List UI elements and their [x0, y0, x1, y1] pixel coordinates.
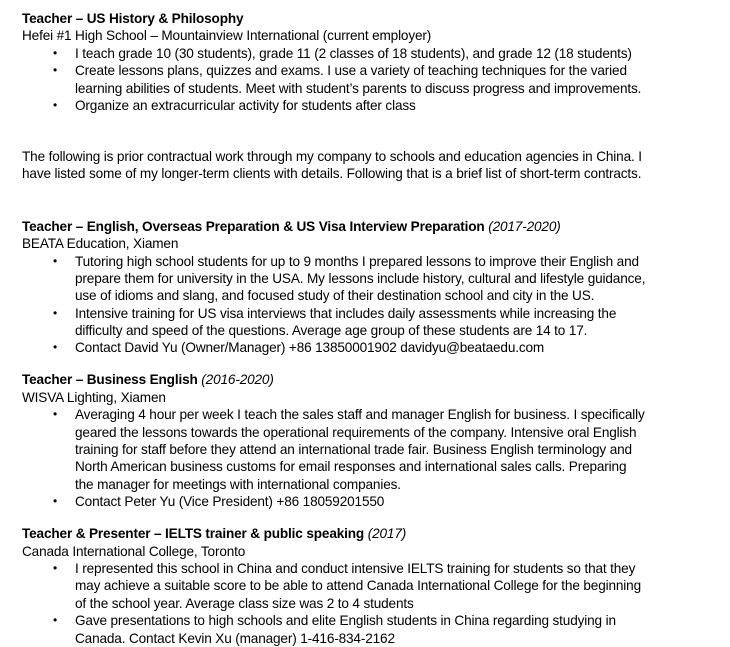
- bullet-item: • Gave presentations to high schools and …: [22, 612, 730, 647]
- bullet-text-line: training for staff before they attend an…: [75, 442, 632, 457]
- job-section: Teacher – English, Overseas Preparation …: [22, 218, 730, 357]
- employer: BEATA Education, Xiamen: [22, 236, 179, 252]
- bullet-icon: •: [53, 97, 58, 112]
- bullet-item: • Averaging 4 hour per week I teach the s…: [22, 406, 730, 493]
- bullet-item: • I represented this school in China and …: [22, 560, 730, 612]
- job-title-text: Teacher – English, Overseas Preparation …: [22, 218, 485, 234]
- bullet-text-line: may achieve a suitable score to be able …: [75, 578, 641, 594]
- employer: Hefei #1 High School – Mountainview Inte…: [22, 28, 432, 44]
- bullet-item: • Organize an extracurricular activity fo…: [22, 97, 730, 114]
- bullet-item: • I teach grade 10 (30 students), grade 1…: [22, 45, 730, 62]
- bullet-list: • Averaging 4 hour per week I teach the s…: [22, 406, 730, 510]
- bullet-text-line: Averaging 4 hour per week I teach the sa…: [75, 407, 645, 423]
- bullet-icon: •: [53, 305, 58, 320]
- bullet-icon: •: [53, 560, 58, 575]
- intro-line: The following is prior contractual work …: [22, 148, 642, 164]
- bullet-text-line: I teach grade 10 (30 students), grade 11…: [75, 45, 632, 61]
- bullet-text-line: Contact Peter Yu (Vice President) +86 18…: [75, 494, 385, 510]
- bullet-text-line: of the school year. Average class size w…: [75, 595, 414, 611]
- bullet-text-line: prepare them for university in the USA. …: [75, 270, 646, 286]
- bullet-text-line: learning abilities of students. Meet wit…: [75, 80, 642, 96]
- job-dates: (2017-2020): [488, 218, 561, 234]
- bullet-list: • I represented this school in China and …: [22, 560, 730, 647]
- intro-paragraph: The following is prior contractual work …: [22, 148, 730, 183]
- bullet-item: • Contact David Yu (Owner/Manager) +86 13…: [22, 339, 730, 356]
- bullet-list: • I teach grade 10 (30 students), grade 1…: [22, 45, 730, 115]
- job-title: Teacher – English, Overseas Preparation …: [22, 218, 730, 235]
- bullet-text-line: Canada. Contact Kevin Xu (manager) 1-416…: [75, 630, 395, 646]
- bullet-text-line: North American business customs for emai…: [75, 459, 627, 475]
- bullet-icon: •: [53, 45, 58, 60]
- bullet-text-line: Intensive training for US visa interview…: [75, 305, 617, 321]
- bullet-icon: •: [53, 340, 58, 355]
- job-title-text: Teacher – US History & Philosophy: [22, 11, 244, 26]
- bullet-text-line: use of idioms and slang, and focused stu…: [75, 288, 595, 304]
- bullet-item: • Intensive training for US visa intervie…: [22, 305, 730, 340]
- bullet-item: • Tutoring high school students for up to…: [22, 253, 730, 305]
- bullet-icon: •: [53, 63, 58, 78]
- job-dates: (2017): [367, 526, 407, 542]
- bullet-text-line: Contact David Yu (Owner/Manager) +86 138…: [75, 340, 545, 356]
- job-section: Teacher & Presenter – IELTS trainer & pu…: [22, 525, 730, 647]
- job-dates: (2016-2020): [201, 372, 274, 388]
- intro-line: have listed some of my longer-term clien…: [22, 166, 642, 182]
- job-section: Teacher – US History & Philosophy Hefei #…: [22, 10, 730, 114]
- bullet-text-line: the manager for meetings with internatio…: [75, 476, 401, 492]
- bullet-text-line: I represented this school in China and c…: [75, 560, 636, 576]
- job-title: Teacher – US History & Philosophy: [22, 10, 730, 27]
- bullet-icon: •: [53, 613, 58, 628]
- job-title-text: Teacher & Presenter – IELTS trainer & pu…: [22, 526, 365, 542]
- employer: Canada International College, Toronto: [22, 543, 246, 559]
- bullet-icon: •: [53, 494, 58, 509]
- employer: WISVA Lighting, Xiamen: [22, 389, 166, 405]
- bullet-text-line: Create lessons plans, quizzes and exams.…: [75, 63, 627, 79]
- bullet-icon: •: [53, 407, 58, 422]
- bullet-text-line: difficulty and speed of the questions. A…: [75, 323, 588, 339]
- job-section: Teacher – Business English (2016-2020) WI…: [22, 371, 730, 510]
- bullet-list: • Tutoring high school students for up to…: [22, 253, 730, 357]
- job-title-text: Teacher – Business English: [22, 372, 198, 388]
- job-title: Teacher – Business English (2016-2020): [22, 371, 730, 388]
- bullet-text-line: Tutoring high school students for up to …: [75, 253, 639, 269]
- job-title: Teacher & Presenter – IELTS trainer & pu…: [22, 525, 730, 542]
- bullet-item: • Create lessons plans, quizzes and exams…: [22, 62, 730, 97]
- bullet-text-line: Gave presentations to high schools and e…: [75, 613, 616, 629]
- bullet-item: • Contact Peter Yu (Vice President) +86 1…: [22, 493, 730, 510]
- bullet-text-line: Organize an extracurricular activity for…: [75, 97, 416, 113]
- bullet-icon: •: [53, 253, 58, 268]
- bullet-text-line: geared the lessons towards the operation…: [75, 424, 637, 440]
